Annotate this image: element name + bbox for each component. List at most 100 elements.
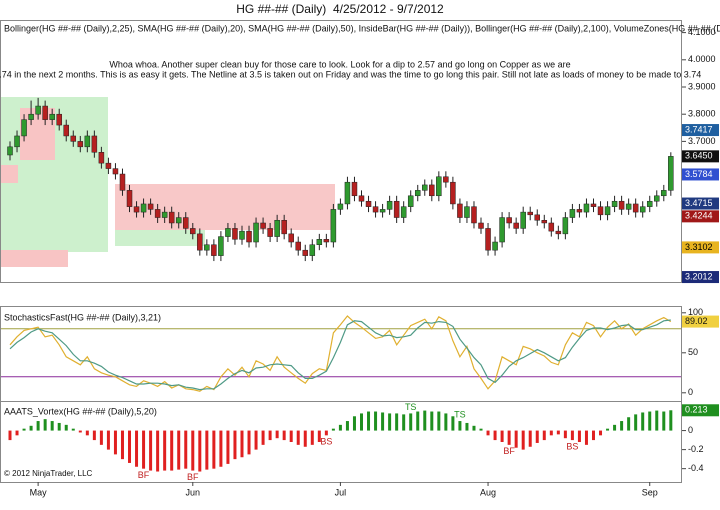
candle-body [562,217,569,235]
oscillator-bar [212,430,216,469]
candle-body [267,228,273,237]
candle-body [49,113,55,120]
candle-body [119,173,126,191]
y-tick-label: -0.4 [688,463,704,473]
oscillator-bar [289,430,293,442]
candle-body [569,209,576,218]
last-value-box [682,404,719,417]
oscillator-bar [268,430,272,441]
candle-body [309,244,316,256]
oscillator-bar [577,430,581,442]
oscillator-bar [8,430,12,441]
oscillator-bar [613,424,617,431]
oscillator-bar [113,430,117,455]
candle-body [393,200,400,218]
oscillator-bar [395,413,399,431]
oscillator-bar [317,430,321,442]
price-marker [682,271,719,284]
price-marker-label: 3.4715 [685,198,713,208]
candle-body [429,184,435,197]
candle-body [147,203,154,210]
candle-body [274,220,280,237]
oscillator-bar [409,413,413,431]
oscillator-bar [128,430,132,463]
oscillator-bar [444,413,448,431]
panel-title: StochasticsFast(HG ##-## (Daily),3,21) [4,312,161,322]
vortex-panel-border [0,401,682,483]
signal-label: BF [138,470,150,480]
candle-body [161,211,168,218]
candle-body [56,113,62,126]
candle-body [197,233,203,251]
stochastic-line [9,315,672,392]
volume-zone [115,230,205,246]
oscillator-bar [500,430,504,442]
x-tick-label: May [30,487,48,497]
oscillator-bar [57,422,61,431]
oscillator-bar [381,412,385,431]
candle-body [35,105,41,115]
candle-body [7,146,13,156]
candle-body [604,206,611,216]
candle-body [513,222,519,229]
indicator-legend: Bollinger(HG ##-## (Daily),2,25), SMA(HG… [4,23,720,33]
price-panel-border [0,20,682,283]
oscillator-bar [85,430,89,436]
candle-body [506,217,512,224]
candle-body [499,217,505,243]
oscillator-bar [184,430,188,469]
signal-label: TS [454,409,466,419]
oscillator-bar [591,430,595,441]
candle-body [646,200,653,207]
candle-body [443,176,449,183]
candle-body [337,203,344,210]
oscillator-bar [345,421,349,431]
candle-body [661,190,667,197]
candle-body [225,228,231,237]
candle-body [400,206,407,218]
candle-body [295,241,301,251]
candle-body [464,206,470,218]
oscillator-bar [423,410,427,431]
oscillator-bar [106,430,110,450]
oscillator-bar [388,413,392,431]
oscillator-bar [198,430,202,472]
x-tick-label: Sep [642,487,658,497]
candle-body [28,113,34,120]
oscillator-bar [535,430,539,443]
oscillator-bar [542,430,546,441]
candle-body [520,211,526,229]
oscillator-bar [641,412,645,431]
y-tick-label: 3.9000 [688,81,716,91]
oscillator-bar [240,430,244,458]
candle-body [618,200,625,210]
candle-body [204,244,210,251]
oscillator-bar [296,430,300,445]
oscillator-bar [135,430,139,467]
candle-body [246,230,252,243]
price-marker-label: 3.7417 [685,124,713,134]
oscillator-bar [219,430,223,467]
x-tick-label: Aug [480,487,496,497]
oscillator-bar [99,430,103,445]
chart-title: HG ##-## (Daily) 4/25/2012 - 9/7/2012 [236,2,444,16]
oscillator-bar [156,430,160,472]
oscillator-bar [416,411,420,431]
volume-zone [0,250,68,267]
oscillator-bar [479,428,483,431]
candle-body [478,222,484,229]
candle-body [91,135,98,153]
x-tick-label: Jun [186,487,201,497]
oscillator-bar [254,430,258,450]
oscillator-bar [634,414,638,431]
oscillator-bar [458,421,462,431]
oscillator-bar [627,417,631,431]
signal-label: BF [503,446,515,456]
candle-body [548,222,555,232]
candle-body [70,135,77,142]
y-tick-label: 4.0000 [688,54,716,64]
candle-body [253,222,259,243]
oscillator-bar [606,428,610,431]
oscillator-bar [437,411,441,431]
oscillator-bar [226,430,230,464]
